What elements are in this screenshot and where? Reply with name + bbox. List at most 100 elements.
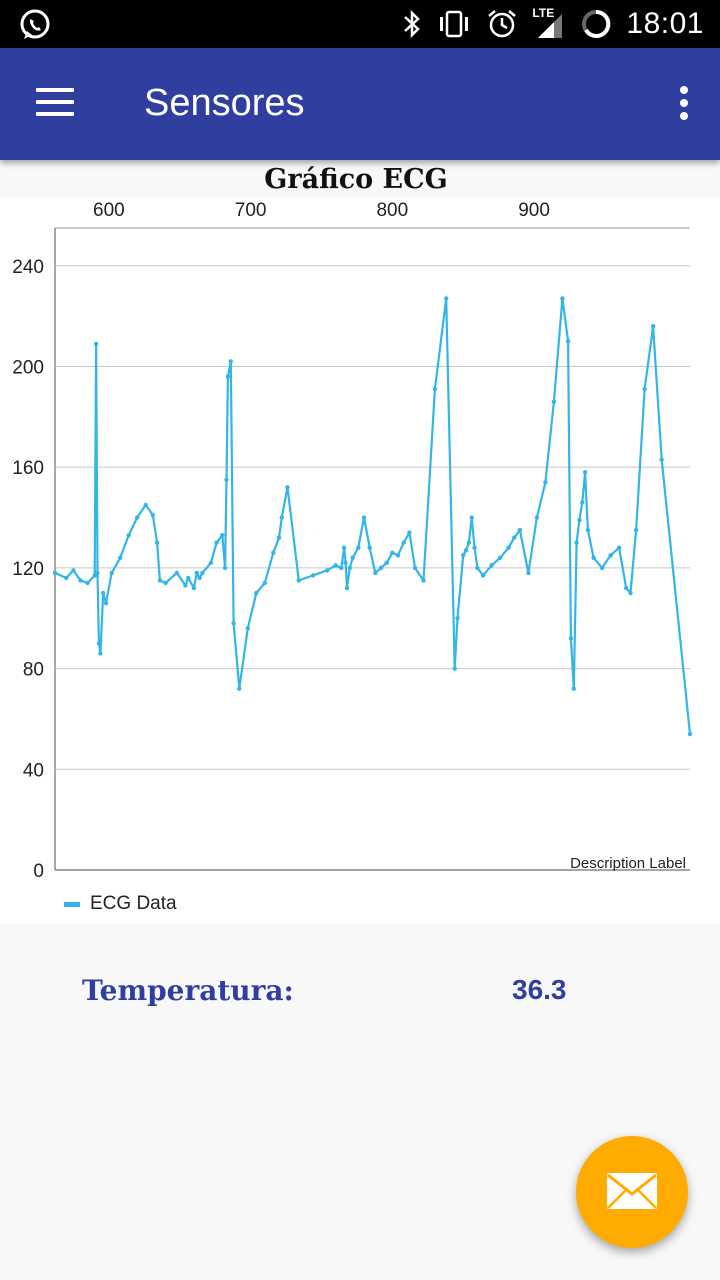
ecg-data-point [310,573,316,578]
x-tick-label: 700 [235,200,267,221]
more-vert-icon[interactable] [678,86,690,122]
ecg-data-point [197,575,202,581]
ecg-data-point [466,540,472,545]
whatsapp-icon [20,9,50,39]
ecg-data-point [543,480,548,485]
ecg-data-point [154,540,160,545]
ecg-data-point [157,578,163,583]
ecg-data-point [254,590,259,596]
ecg-data-point [237,686,242,691]
y-tick-label: 40 [23,760,44,781]
ecg-data-point [174,570,180,576]
ecg-data-point [92,573,97,578]
y-tick-label: 0 [33,861,44,882]
ecg-data-point [361,515,367,520]
ecg-data-point [571,686,576,691]
ecg-data-point [455,616,460,621]
ecg-data-point [103,600,109,606]
ecg-data-point [85,580,90,586]
x-tick-label: 800 [376,200,408,221]
ecg-data-point [356,545,361,550]
ecg-data-point [279,515,284,520]
mail-icon [607,1173,657,1209]
ecg-data-point [52,570,58,576]
ecg-data-point [296,578,301,583]
ecg-data-point [512,535,517,540]
ecg-data-point [339,565,344,571]
ecg-data-point [585,527,591,533]
ecg-data-point [378,565,384,571]
ecg-data-point [231,621,236,626]
ecg-data-point [324,568,330,573]
ecg-data-point [659,457,664,462]
ecg-data-point [118,555,123,561]
ecg-data-point [71,568,76,573]
ecg-data-point [421,578,426,583]
ecg-data-point [341,545,347,550]
ecg-data-point [480,573,486,578]
send-mail-button[interactable] [576,1136,688,1248]
hamburger-menu-icon[interactable] [36,88,76,118]
ecg-data-point [78,578,83,583]
ecg-data-point [271,550,276,555]
network-label: LTE [532,6,555,20]
ecg-data-point [93,341,99,347]
ecg-data-point [390,550,395,555]
ecg-data-point [395,553,401,558]
ecg-data-point [506,545,511,550]
ecg-data-point [98,651,103,656]
ecg-data-point [642,386,647,392]
legend-swatch [64,901,80,907]
ecg-data-point [100,590,106,596]
ecg-data-point [191,585,197,591]
ecg-data-point [333,563,338,568]
ecg-data-point [497,555,503,561]
vibrate-icon [440,10,469,38]
ecg-data-point [245,626,250,631]
temperature-value: 36.3 [512,974,567,1005]
ecg-data-point [568,636,574,641]
ecg-data-point [608,553,613,558]
ecg-data-point [350,555,355,561]
ecg-data-point [401,540,406,545]
ecg-data-point [150,512,156,518]
chart-legend: ECG Data [64,893,177,915]
ecg-data-point [367,545,372,550]
ecg-data-point [628,590,633,596]
ecg-data-point [412,565,418,571]
ecg-data-point [373,570,378,576]
ecg-data-point [285,485,290,490]
y-tick-label: 120 [12,559,44,580]
ecg-data-point [214,540,219,545]
ecg-data-point [194,570,199,576]
chart-title: Gráfico ECG [264,164,448,195]
ecg-chart[interactable]: 0 40 80 120 160 200 240 600 700 800 900 Description… [0,198,720,924]
ecg-data-point [228,359,233,364]
ecg-data-point [64,575,69,581]
ecg-data-point [135,515,140,520]
ecg-data-point [633,527,639,533]
ecg-data-point [616,545,622,550]
status-bar: LTE 18:01 [0,0,720,48]
x-tick-label: 900 [518,200,550,221]
ecg-data-point [517,527,523,533]
ecg-data-point [225,374,231,379]
y-tick-label: 200 [12,357,44,378]
ecg-data-point [650,323,656,329]
ecg-data-point [276,535,282,540]
ecg-data-point [624,585,629,591]
ecg-data-point [343,560,348,566]
ecg-data-point [444,296,449,301]
ecg-data-point [208,560,214,566]
ecg-data-point [407,530,412,535]
temperature-label: Temperatura: [82,974,294,1007]
y-tick-label: 80 [23,660,44,681]
ecg-data-point [126,532,131,538]
ecg-data-point [461,553,466,558]
ecg-data-point [565,339,571,344]
ecg-data-point [347,565,353,571]
ecg-data-point [582,470,588,475]
ecg-series-line [54,297,692,735]
ecg-data-point [220,532,225,538]
ecg-data-point [109,570,114,576]
